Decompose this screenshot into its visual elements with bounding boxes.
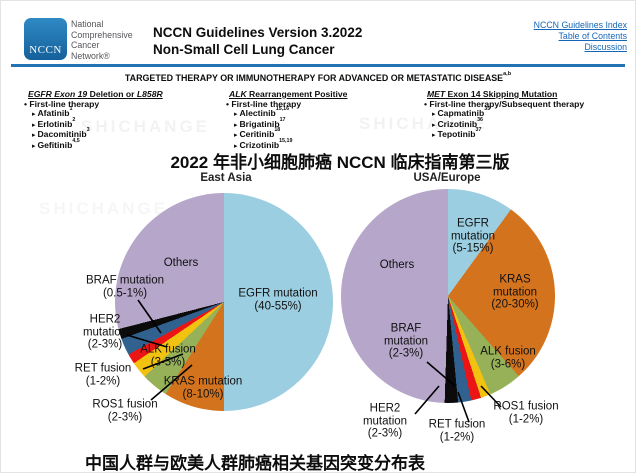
- drug-footnote: 15,19: [279, 137, 293, 144]
- column-alk-subtitle: First-line therapy: [226, 99, 416, 110]
- label-braf-mutation: BRAF mutation (0.5-1%): [86, 274, 164, 300]
- column-met-title: MET Exon 14 Skipping Mutation: [427, 89, 558, 99]
- drug-item: Capmatinib35: [424, 105, 629, 120]
- drug-footnote: 36: [477, 116, 484, 123]
- label-others: Others: [379, 258, 415, 271]
- label-kras-mutation: KRAS mutation (20-30%): [491, 273, 539, 311]
- label-alk-fusion: ALK fusion (3-6%): [480, 345, 536, 371]
- section-heading-footnote: a,b: [503, 70, 512, 77]
- drug-item: Dacomitinib3: [24, 127, 224, 141]
- drug-footnote: 15,16: [275, 105, 290, 112]
- drug-item: Alectinib15,16: [226, 105, 416, 120]
- guidelines-version-title: NCCN Guidelines Version 3.2022: [153, 25, 363, 40]
- drug-item: Crizotinib36: [424, 116, 629, 131]
- pie-title-east-asia: East Asia: [200, 172, 252, 184]
- watermark: SHICHANGE: [39, 199, 169, 218]
- column-egfr: EGFR Exon 19 Deletion or L858R First-lin…: [24, 89, 224, 152]
- drug-name: Crizotinib: [239, 139, 280, 150]
- drug-item: Tepotinib37: [424, 127, 629, 141]
- org-line: Comprehensive: [71, 29, 133, 40]
- header-divider: [11, 64, 625, 67]
- label-kras-mutation: KRAS mutation (8-10%): [163, 375, 243, 401]
- org-line: Cancer: [71, 40, 100, 51]
- drug-item: Crizotinib15,19: [226, 137, 416, 152]
- column-egfr-title: EGFR Exon 19 Deletion or L858R: [28, 89, 163, 99]
- drug-footnote: 2: [72, 116, 76, 123]
- usa-europe-pie-chart: Others EGFR mutation (5-15%) KRAS mutatio…: [331, 186, 631, 446]
- column-alk-title: ALK Rearrangement Positive: [229, 89, 348, 99]
- label-her2-mutation: HER2 mutation (2-3%): [82, 313, 128, 351]
- nccn-logo-text: NCCN: [29, 44, 62, 56]
- drug-footnote: 37: [475, 127, 482, 134]
- column-egfr-subtitle: First-line therapy: [24, 99, 224, 110]
- east-asia-pie-chart: Others EGFR mutation (40-55%) KRAS mutati…: [61, 186, 341, 446]
- org-line: National: [71, 19, 104, 29]
- drug-name: Erlotinib: [37, 118, 73, 129]
- drug-name: Afatinib: [37, 108, 70, 119]
- drug-name: Crizotinib: [437, 118, 478, 129]
- link-guidelines-index[interactable]: NCCN Guidelines Index: [533, 20, 627, 30]
- figure-title-chinese: 2022 年非小细胞肺癌 NCCN 临床指南第三版: [170, 153, 510, 172]
- drug-footnote: 1: [69, 105, 73, 112]
- label-others: Others: [163, 256, 199, 269]
- drug-name: Capmatinib: [437, 108, 485, 119]
- organization-name: National Comprehensive Cancer Network®: [71, 19, 133, 61]
- drug-name: Dacomitinib: [37, 129, 87, 140]
- drug-footnote: 35: [484, 105, 491, 112]
- label-ret-fusion: RET fusion (1-2%): [428, 418, 486, 444]
- section-heading-text: TARGETED THERAPY OR IMMUNOTHERAPY FOR AD…: [124, 73, 504, 83]
- drug-item: Brigatinib17: [226, 116, 416, 131]
- column-egfr-drug-list: Afatinib1Erlotinib2Dacomitinib3Gefitinib…: [24, 105, 224, 152]
- link-table-of-contents[interactable]: Table of Contents: [558, 31, 627, 41]
- label-egfr-mutation: EGFR mutation (40-55%): [238, 287, 318, 313]
- drug-item: Ceritinib18: [226, 127, 416, 141]
- label-ret-fusion: RET fusion (1-2%): [74, 362, 132, 388]
- document-title: NCCN Guidelines Version 3.2022 Non-Small…: [153, 24, 362, 58]
- drug-name: Tepotinib: [437, 129, 476, 140]
- link-discussion[interactable]: Discussion: [584, 42, 627, 52]
- drug-name: Gefitinib: [37, 139, 73, 150]
- drug-item: Gefitinib4,5: [24, 137, 224, 152]
- label-her2-mutation: HER2 mutation (2-3%): [362, 402, 408, 440]
- drug-item: Afatinib1: [24, 105, 224, 120]
- nccn-logo: NCCN: [24, 18, 67, 60]
- org-line: Network®: [71, 50, 110, 61]
- column-met-subtitle: First-line therapy/Subsequent therapy: [424, 99, 629, 110]
- drug-footnote: 17: [279, 116, 286, 123]
- header-links: NCCN Guidelines Index Table of Contents …: [534, 20, 627, 53]
- label-egfr-mutation: EGFR mutation (5-15%): [450, 217, 496, 255]
- column-met-drug-list: Capmatinib35Crizotinib36Tepotinib37: [424, 105, 629, 141]
- column-alk: ALK Rearrangement Positive First-line th…: [226, 89, 416, 152]
- drug-name: Alectinib: [239, 108, 276, 119]
- label-ros1-fusion: ROS1 fusion (2-3%): [92, 398, 158, 424]
- label-alk-fusion: ALK fusion (3-5%): [140, 343, 196, 369]
- drug-footnote: 3: [86, 127, 90, 134]
- drug-footnote: 4,5: [72, 137, 80, 144]
- figure-caption-chinese: 中国人群与欧美人群肺癌相关基因突变分布表: [85, 454, 425, 473]
- drug-name: Ceritinib: [239, 129, 275, 140]
- column-alk-drug-list: Alectinib15,16Brigatinib17Ceritinib18Cri…: [226, 105, 416, 152]
- column-met: MET Exon 14 Skipping Mutation First-line…: [424, 89, 629, 141]
- drug-item: Erlotinib2: [24, 116, 224, 131]
- drug-footnote: 18: [274, 127, 281, 134]
- cancer-type-title: Non-Small Cell Lung Cancer: [153, 42, 335, 57]
- label-ros1-fusion: ROS1 fusion (1-2%): [493, 400, 559, 426]
- section-heading: TARGETED THERAPY OR IMMUNOTHERAPY FOR AD…: [1, 70, 635, 83]
- label-braf-mutation: BRAF mutation (2-3%): [383, 322, 429, 360]
- drug-name: Brigatinib: [239, 118, 280, 129]
- pie-title-usa-europe: USA/Europe: [413, 172, 481, 184]
